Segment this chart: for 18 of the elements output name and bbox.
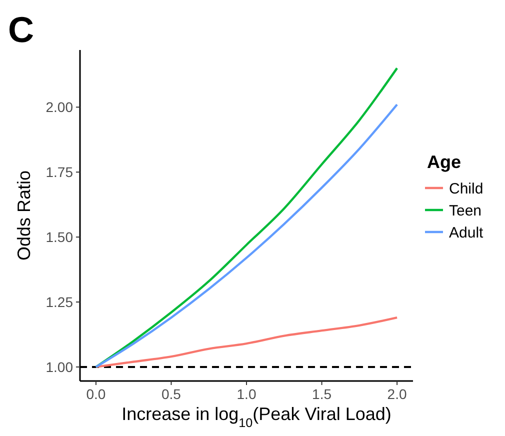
y-tick-label: 2.00	[46, 99, 74, 116]
chart-title: C	[8, 9, 34, 50]
x-tick-label: 2.0	[387, 386, 407, 402]
legend-label: Teen	[449, 202, 482, 220]
y-tick-label: 1.00	[46, 358, 74, 375]
line-series	[94, 316, 398, 368]
x-tick-label: 0.5	[161, 386, 182, 402]
legend-label: Child	[449, 180, 484, 198]
x-tick-label: 1.0	[236, 386, 256, 402]
y-axis-title: Odds Ratio	[14, 170, 34, 261]
legend-label: Adult	[449, 224, 484, 242]
y-tick-label: 1.50	[46, 228, 74, 245]
y-tick-label: 1.75	[46, 164, 74, 180]
y-tick-label: 1.25	[46, 294, 74, 310]
x-axis-title: Increase in log$_{10}$(Peak Viral Load)	[122, 404, 392, 430]
legend-title: Age	[427, 152, 462, 172]
x-tick-label: 1.5	[312, 386, 332, 402]
x-tick-label: 0.0	[86, 386, 106, 402]
